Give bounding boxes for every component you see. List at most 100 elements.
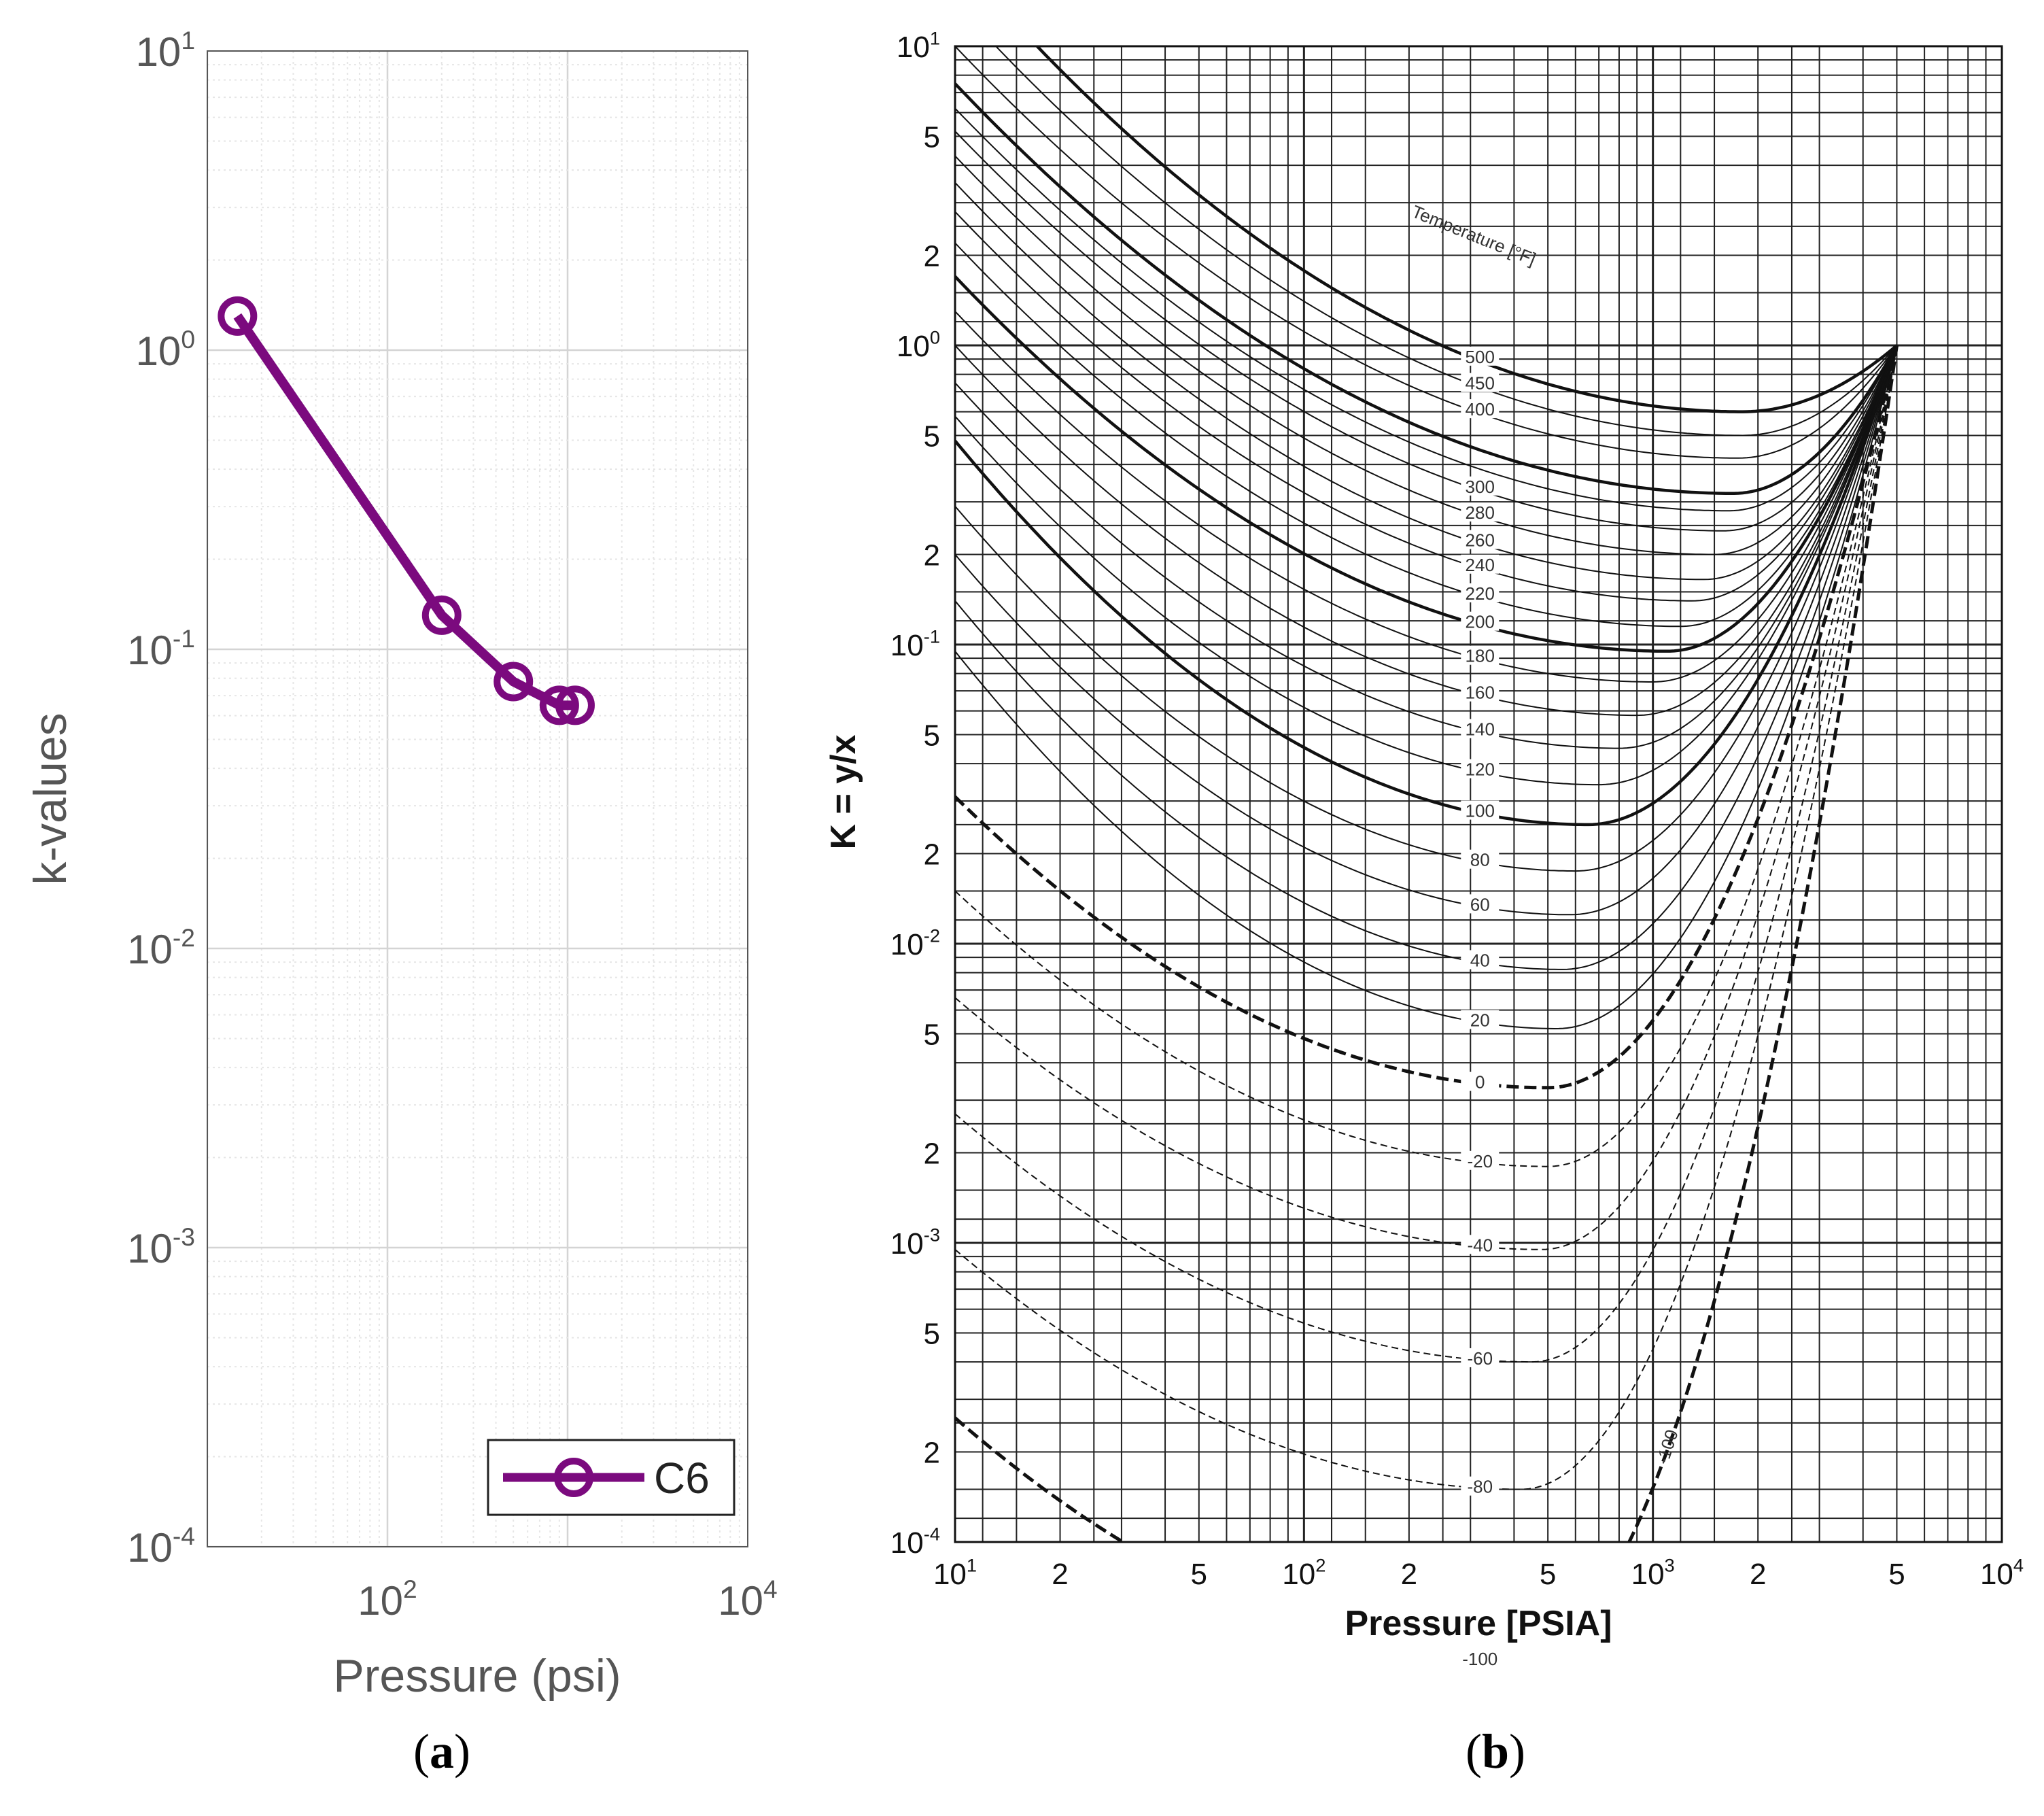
k-curve-200	[955, 275, 1899, 653]
temp-label-bg	[1461, 645, 1500, 665]
y-tick-label-b-base: 10	[890, 1227, 924, 1261]
x-tick-label-b: 104	[1980, 1555, 2024, 1591]
plot-frame-b	[954, 45, 2003, 1543]
x-tick-label-a-base: 10	[358, 1578, 403, 1624]
temp-label-bg	[1461, 583, 1500, 603]
panel-label-b: (b)	[1466, 1724, 1525, 1779]
x-tick-label-b-base: 5	[1888, 1558, 1905, 1591]
y-tick-label-a-exp: 0	[181, 325, 195, 354]
temp-label-140: 140	[1466, 719, 1495, 740]
y-tick-label-b-base: 2	[924, 1437, 940, 1470]
data-point-c6	[218, 296, 258, 336]
temp-label-300: 300	[1466, 477, 1495, 497]
temp-label-bg	[1461, 1072, 1500, 1091]
k-curve-20	[955, 345, 1898, 1030]
y-tick-label-b: 10-4	[890, 1524, 940, 1560]
temp-label-80: 80	[1470, 850, 1490, 870]
y-tick-label-a: 10-4	[127, 1522, 195, 1571]
x-tick-label-b: 5	[1191, 1558, 1207, 1591]
temp-label-120: 120	[1466, 759, 1495, 780]
panel-label-b-letter: b	[1482, 1724, 1509, 1779]
y-tick-label-b: 2	[924, 838, 940, 872]
temp-label-bg	[1461, 502, 1500, 522]
temp-label-100: 100	[1466, 801, 1495, 821]
data-point-c6	[493, 662, 534, 702]
temp-label-500: 500	[1466, 347, 1495, 367]
y-tick-label-a-exp: -1	[173, 624, 195, 653]
k-curve-0	[955, 345, 1899, 1090]
k-curve-220	[955, 242, 1898, 628]
y-tick-label-b-exp: -3	[924, 1224, 940, 1246]
x-tick-label-b: 102	[1282, 1555, 1326, 1591]
y-tick-label-b: 100	[897, 327, 940, 363]
temp-label-160: 160	[1466, 683, 1495, 703]
y-tick-label-a-base: 10	[127, 927, 173, 972]
x-tick-label-b-base: 10	[1980, 1558, 2013, 1591]
k-curve-260	[955, 182, 1898, 581]
temp-label-40: 40	[1470, 950, 1490, 971]
legend-label-c6: C6	[654, 1454, 710, 1503]
k-curve-180	[955, 311, 1898, 683]
k-curve--20	[955, 345, 1898, 1167]
k-curve-100	[955, 345, 1899, 827]
y-tick-label-b-base: 2	[924, 539, 940, 572]
temp-label-bg	[1461, 759, 1500, 778]
y-tick-label-b-exp: 1	[930, 28, 940, 49]
x-tick-label-a-base: 10	[718, 1578, 763, 1624]
x-tick-label-b: 2	[1750, 1558, 1766, 1591]
temp-label-bg	[1461, 682, 1500, 702]
temp-label--60: -60	[1467, 1348, 1493, 1369]
x-tick-label-b-base: 2	[1401, 1558, 1417, 1591]
k-curve-120	[955, 345, 1898, 786]
y-tick-label-a: 10-3	[127, 1222, 195, 1271]
temp-label-bg	[1461, 611, 1500, 631]
y-axis-label-b: K = y/x	[824, 734, 863, 849]
y-tick-label-b-exp: 0	[930, 327, 940, 348]
temp-label-bg	[1461, 1150, 1500, 1170]
temp-label-bg	[1461, 1476, 1500, 1496]
y-tick-label-b: 5	[924, 1317, 940, 1350]
x-axis-label-a: Pressure (psi)	[333, 1650, 621, 1702]
temp-label-0: 0	[1475, 1072, 1485, 1093]
legend-marker-c6	[554, 1458, 593, 1497]
tick-labels-b: 101 2 5 102 2 5 103 2 5 104101521005210-15210-252…	[890, 28, 2024, 1591]
k-curve-60	[955, 345, 1898, 916]
k-curve-450	[994, 46, 1898, 436]
y-tick-label-a: 10-2	[127, 923, 195, 972]
y-tick-label-b: 5	[924, 419, 940, 453]
plot-area-b	[955, 46, 2002, 1542]
y-tick-label-a-base: 10	[127, 628, 173, 673]
y-tick-label-b: 2	[924, 240, 940, 273]
y-tick-label-b: 2	[924, 539, 940, 572]
y-tick-label-b-base: 2	[924, 1137, 940, 1171]
x-tick-label-a: 104	[718, 1575, 777, 1624]
y-tick-label-b-base: 10	[890, 629, 924, 662]
k-curve-160	[955, 345, 1898, 717]
y-tick-label-b-base: 5	[924, 1018, 940, 1051]
temp-label--100: -100	[1462, 1649, 1497, 1669]
temp-label-bg	[1461, 346, 1500, 366]
temp-label-220: 220	[1466, 583, 1495, 604]
panel-label-a: (a)	[413, 1724, 470, 1779]
y-tick-label-b-base: 10	[890, 1526, 924, 1560]
x-tick-label-b-base: 2	[1750, 1558, 1766, 1591]
temp-label-bg	[1461, 719, 1500, 738]
data-point-c6	[421, 595, 462, 635]
temp-label-60: 60	[1470, 894, 1490, 914]
series-layer-a	[218, 296, 595, 725]
k-curve-80	[955, 345, 1898, 872]
y-tick-label-b: 2	[924, 1137, 940, 1171]
y-tick-label-a-base: 10	[136, 29, 181, 75]
x-tick-label-b: 5	[1888, 1558, 1905, 1591]
x-tick-label-b: 103	[1631, 1555, 1675, 1591]
temp-label-200: 200	[1466, 612, 1495, 632]
temp-label--80: -80	[1467, 1477, 1493, 1497]
temp-label-20: 20	[1470, 1010, 1490, 1031]
k-curve--60	[955, 345, 1898, 1363]
y-tick-label-b: 10-3	[890, 1224, 940, 1261]
x-tick-label-b-base: 10	[1631, 1558, 1665, 1591]
x-tick-label-b-base: 5	[1540, 1558, 1556, 1591]
x-tick-label-a: 102	[358, 1575, 417, 1624]
